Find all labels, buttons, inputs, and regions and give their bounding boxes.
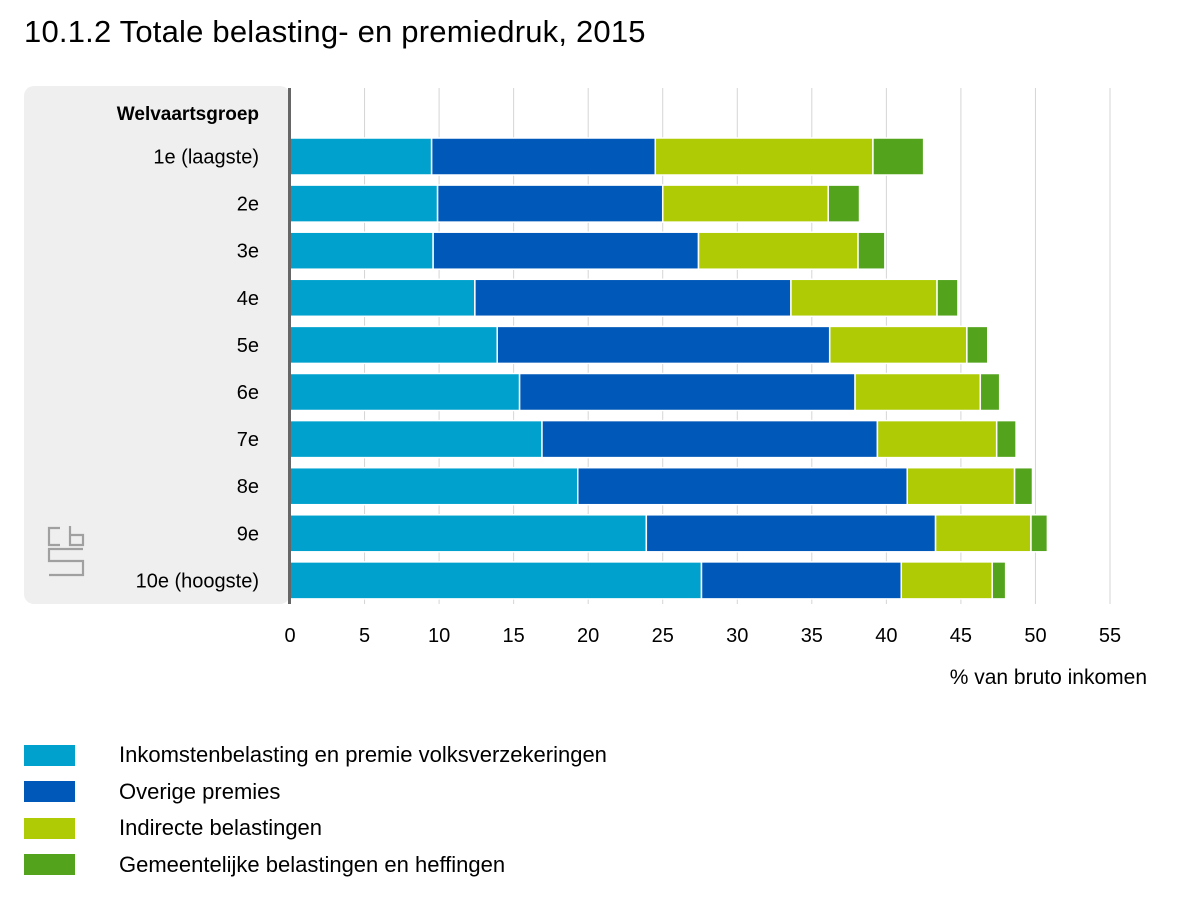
bar-segment <box>474 278 792 318</box>
x-tick-label: 15 <box>503 625 525 647</box>
bar-chart: Welvaartsgroep 1e (laagste) 2e 3e 4e 5e 6e 7e 8… <box>24 86 1147 689</box>
x-tick-label: 0 <box>284 625 295 647</box>
bar-segment <box>436 184 664 223</box>
bar-segment <box>576 466 908 506</box>
x-tick-label: 45 <box>950 625 972 647</box>
x-tick-label: 40 <box>875 625 897 647</box>
bar-segment <box>872 137 925 176</box>
x-tick-label: 5 <box>359 625 370 647</box>
bar-segment <box>700 561 903 600</box>
bar-segment <box>934 514 1032 553</box>
x-tick-label: 50 <box>1024 625 1046 647</box>
legend-swatch <box>24 781 75 803</box>
bar-segment <box>936 278 959 318</box>
category-label: 3e <box>237 241 259 263</box>
category-label: 1e (laagste) <box>153 147 259 169</box>
bar-segment <box>289 325 498 365</box>
bar-segment <box>645 514 937 553</box>
bar-segment <box>900 561 993 600</box>
legend-swatch <box>24 817 75 839</box>
bar-segment <box>1030 514 1049 553</box>
bar-segment <box>289 231 434 270</box>
category-panel <box>24 86 290 604</box>
x-axis-title: % van bruto inkomen <box>950 666 1147 689</box>
bar-segment <box>289 514 648 553</box>
category-label: 10e (hoogste) <box>136 570 259 592</box>
bar-segment <box>857 231 886 270</box>
legend-label: Inkomstenbelasting en premie volksverzek… <box>119 742 607 768</box>
bar-segment <box>289 278 476 318</box>
legend-item: Inkomstenbelasting en premie volksverzek… <box>24 737 607 774</box>
bar-segment <box>289 372 521 412</box>
category-header: Welvaartsgroep <box>117 104 259 125</box>
bar-segment <box>995 419 1017 459</box>
bar-segment <box>430 137 657 176</box>
bar-segment <box>289 184 439 223</box>
bar-segment <box>661 184 829 223</box>
x-tick-label: 30 <box>726 625 748 647</box>
bar-segment <box>289 137 433 176</box>
bar-segment <box>518 372 856 412</box>
legend-label: Gemeentelijke belastingen en heffingen <box>119 851 506 877</box>
category-label: 2e <box>237 194 259 216</box>
legend-swatch <box>24 854 75 876</box>
category-label: 5e <box>237 335 259 357</box>
chart-title: 10.1.2 Totale belasting- en premiedruk, … <box>24 14 646 49</box>
bar-segment <box>496 325 831 365</box>
category-label: 8e <box>237 476 259 498</box>
bar-segment <box>790 278 938 318</box>
bar-segment <box>1013 466 1034 506</box>
x-tick-label: 55 <box>1099 625 1121 647</box>
bar-segment <box>854 372 982 412</box>
bar-segment <box>979 372 1001 412</box>
bar-segment <box>541 419 879 459</box>
bar-segment <box>827 184 861 223</box>
category-labels: 1e (laagste) 2e 3e 4e 5e 6e 7e 8e 9e 10e (hoogste… <box>136 147 259 593</box>
legend-label: Indirecte belastingen <box>119 815 323 841</box>
bar-segment <box>876 419 998 459</box>
bar-segment <box>906 466 1016 506</box>
bar-segment <box>966 325 989 365</box>
legend-label: Overige premies <box>119 778 281 804</box>
legend-item: Indirecte belastingen <box>24 810 607 847</box>
bar-segment <box>289 419 543 459</box>
bar-segment <box>654 137 874 176</box>
category-label: 6e <box>237 382 259 404</box>
x-tick-label: 10 <box>428 625 450 647</box>
cbs-logo-icon <box>47 526 85 577</box>
x-tick-label: 25 <box>652 625 674 647</box>
bar-segment <box>432 231 700 270</box>
bar-segment <box>289 466 579 506</box>
bars <box>289 137 1049 600</box>
legend-item: Gemeentelijke belastingen en heffingen <box>24 847 607 884</box>
bar-segment <box>289 561 703 600</box>
x-tick-label: 35 <box>801 625 823 647</box>
bar-segment <box>697 231 859 270</box>
bar-segment <box>828 325 968 365</box>
x-tick-labels: 0 5 10 15 20 25 30 35 40 45 50 55 <box>284 625 1121 647</box>
legend-item: Overige premies <box>24 774 607 811</box>
category-label: 9e <box>237 523 259 545</box>
x-tick-label: 20 <box>577 625 599 647</box>
legend: Inkomstenbelasting en premie volksverzek… <box>24 737 607 883</box>
bar-segment <box>991 561 1007 600</box>
legend-swatch <box>24 744 75 766</box>
category-label: 7e <box>237 429 259 451</box>
category-label: 4e <box>237 288 259 310</box>
